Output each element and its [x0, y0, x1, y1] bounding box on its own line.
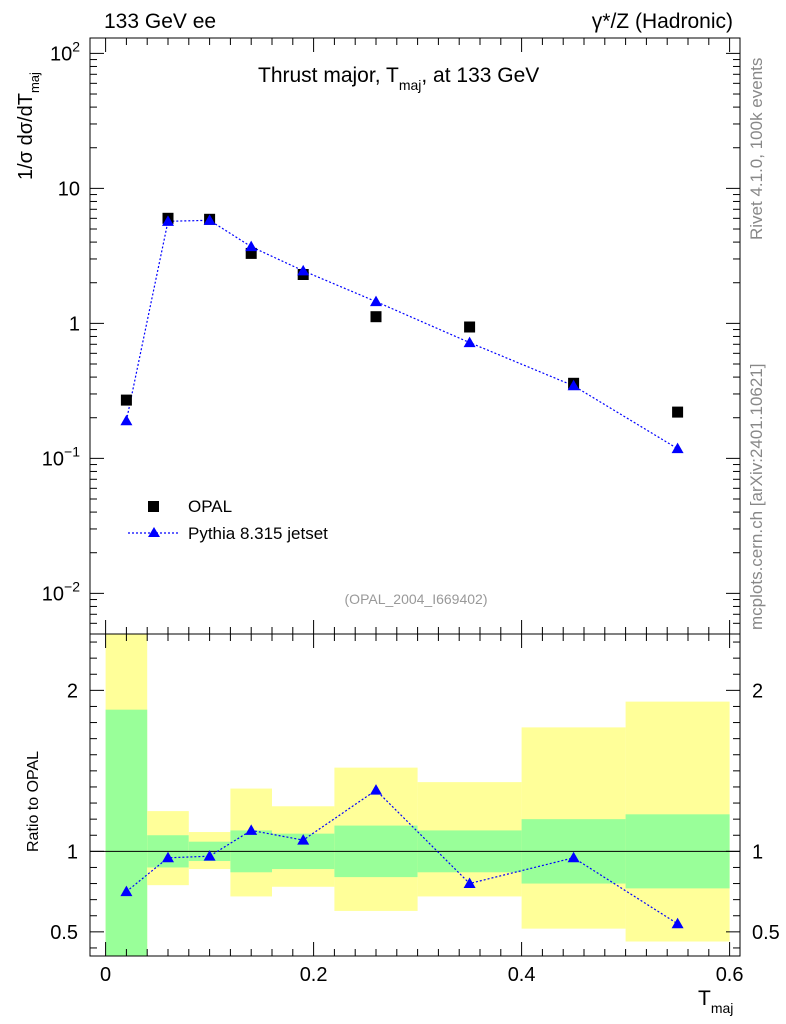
ratio-point	[567, 851, 580, 863]
x-axis-label-subscript: maj	[711, 1000, 734, 1016]
header-left-label: 133 GeV ee	[104, 10, 216, 33]
mc-line	[125, 219, 678, 450]
main-y-ticks: 10−2 10−1 1 10 102	[42, 38, 740, 635]
ratio-point	[297, 834, 310, 845]
main-title-text: Thrust major, T	[258, 64, 399, 87]
mc-point	[370, 295, 382, 307]
main-plot-area	[120, 212, 684, 454]
mc-point	[162, 215, 174, 226]
mc-point	[120, 414, 133, 426]
main-title-tail: , at 133 GeV	[421, 64, 539, 87]
mc-point	[567, 379, 580, 391]
ratio-y-tick-label-left: 2	[67, 680, 78, 702]
ratio-point	[162, 851, 174, 863]
main-frame	[89, 37, 741, 635]
data-point	[672, 406, 684, 418]
header-right-label: γ*/Z (Hadronic)	[592, 10, 733, 33]
legend-label-opal: OPAL	[188, 497, 232, 516]
ratio-frame	[89, 633, 741, 957]
ratio-point	[671, 917, 684, 929]
ratio-panel: 0.5 0.5 1 1 2 2 0 0.2 0.4 0.6 Ratio to OPAL Tmaj	[25, 633, 780, 1016]
x-tick-label: 0.6	[716, 964, 744, 986]
data-point	[245, 247, 257, 259]
data-point	[370, 311, 382, 323]
mcplots-label: mcplots.cern.ch [arXiv:2401.10621]	[747, 364, 766, 630]
main-y-axis-label-text: 1/σ dσ/dT	[15, 93, 37, 180]
mc-point	[463, 336, 476, 348]
ratio-y-tick-label-right: 2	[752, 680, 763, 702]
mc-point	[203, 214, 216, 225]
ratio-point	[463, 877, 476, 889]
inner-band	[105, 709, 148, 956]
mc-point	[297, 264, 310, 276]
legend-marker-pythia	[148, 527, 160, 537]
y-tick-label: 102	[50, 38, 80, 65]
main-y-axis-label: 1/σ dσ/dTmaj	[15, 72, 42, 180]
rivet-version-label: Rivet 4.1.0, 100k events	[747, 58, 766, 240]
mc-point	[245, 240, 258, 252]
main-title: Thrust major, Tmaj, at 133 GeV	[258, 64, 539, 93]
x-tick-label: 0	[100, 964, 111, 986]
ratio-point	[370, 784, 382, 795]
ratio-ticks: 0.5 0.5 1 1 2 2 0 0.2 0.4 0.6	[50, 634, 780, 986]
analysis-tag: (OPAL_2004_I669402)	[345, 591, 488, 607]
y-tick-label: 1	[69, 313, 80, 335]
ratio-y-tick-label-left: 1	[67, 841, 78, 863]
data-point	[464, 321, 476, 333]
legend-marker-opal	[148, 501, 159, 512]
x-tick-label: 0.2	[300, 964, 328, 986]
x-axis-label: Tmaj	[698, 987, 733, 1016]
ratio-y-axis-label: Ratio to OPAL	[25, 751, 42, 852]
y-tick-label: 10	[58, 178, 80, 200]
y-tick-label: 10−2	[42, 578, 80, 605]
main-y-axis-label-subscript: maj	[27, 72, 42, 93]
ratio-point	[203, 850, 216, 861]
legend: OPAL Pythia 8.315 jetset	[128, 497, 328, 543]
ratio-bands	[105, 634, 730, 956]
ratio-points	[120, 784, 684, 929]
ratio-point	[245, 824, 258, 835]
mc-point	[671, 442, 684, 454]
y-tick-label: 10−1	[42, 443, 80, 470]
x-axis-label-text: T	[698, 987, 711, 1010]
ratio-y-tick-label-left: 0.5	[50, 922, 78, 944]
x-tick-label: 0.4	[508, 964, 536, 986]
main-title-subscript: maj	[399, 77, 422, 93]
ratio-point	[120, 885, 133, 897]
ratio-y-tick-label-right: 0.5	[752, 922, 780, 944]
data-point	[120, 394, 132, 406]
legend-label-pythia: Pythia 8.315 jetset	[188, 524, 328, 543]
ratio-y-tick-label-right: 1	[752, 841, 763, 863]
